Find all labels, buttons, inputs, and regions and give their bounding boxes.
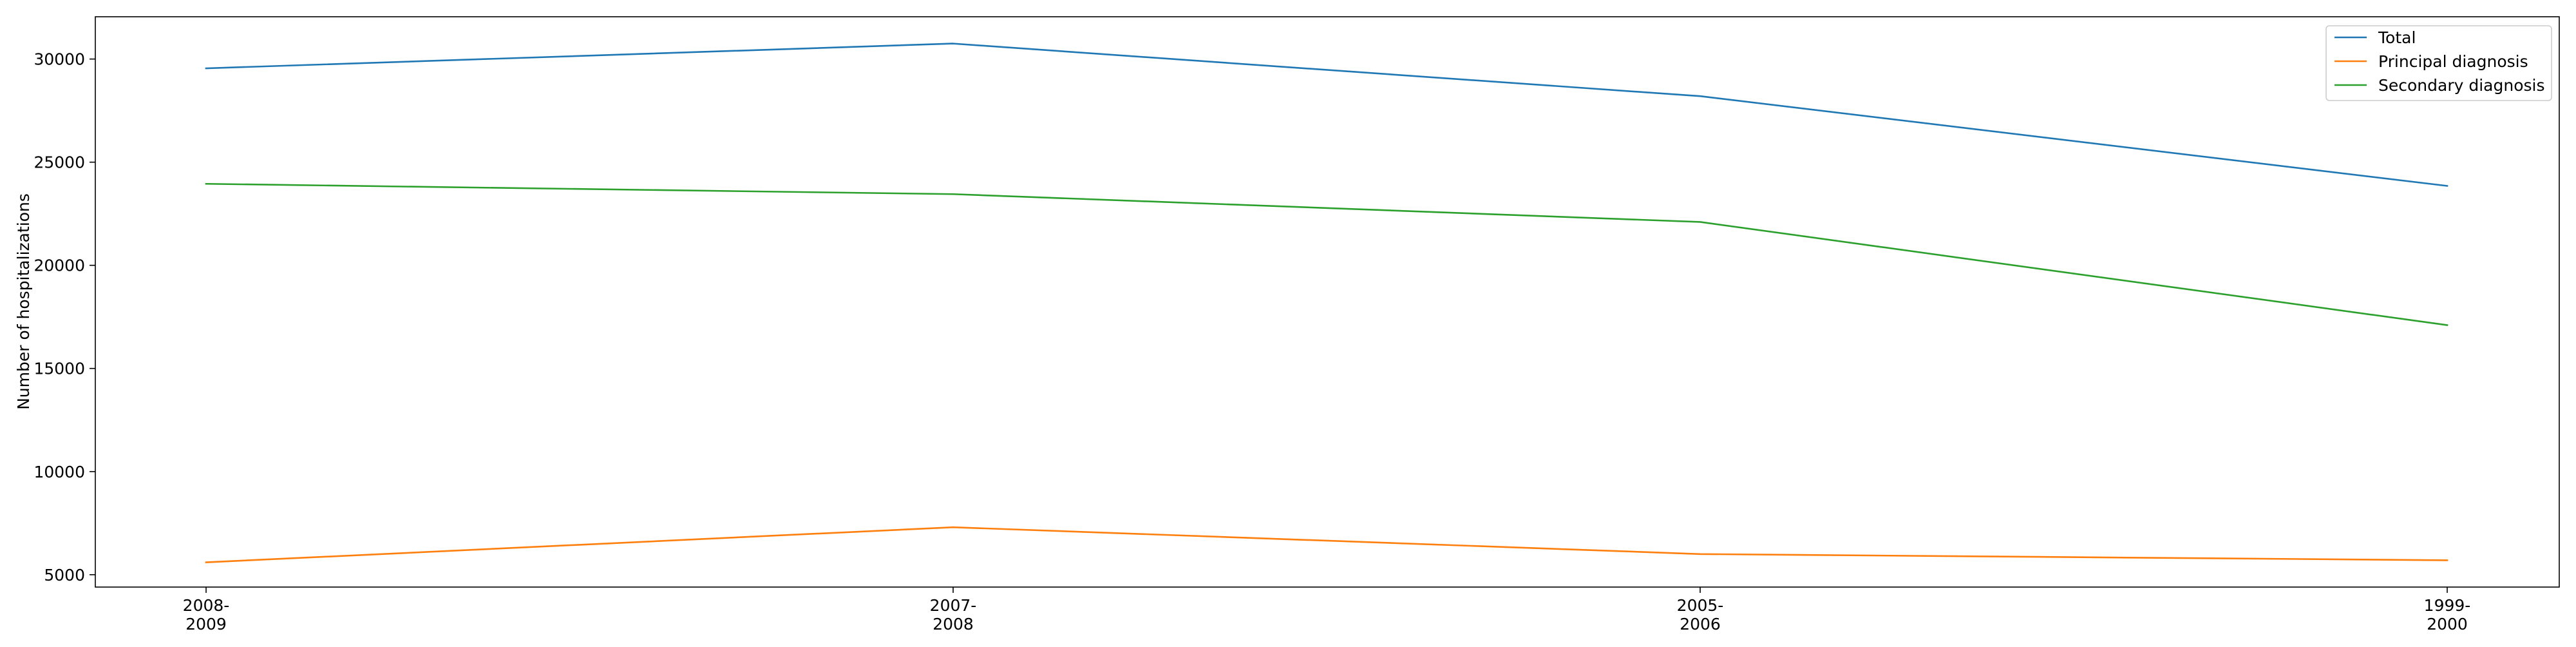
series-line-secondary-diagnosis (205, 182, 2448, 326)
y-axis-ticks: 5000 10000 15000 20000 25000 30000 (33, 50, 95, 584)
y-axis-label: Number of hospitalizations (14, 193, 33, 410)
y-tick-label: 5000 (44, 566, 85, 584)
x-tick-label: 1999-2000 (2424, 596, 2471, 633)
plot-frame (95, 16, 2560, 588)
series-line-principal-diagnosis (205, 526, 2448, 563)
legend: Total Principal diagnosis Secondary diagno… (2325, 25, 2552, 101)
y-tick-label: 30000 (33, 50, 85, 69)
x-tick-label: 2005-2006 (1677, 596, 1724, 633)
legend-box (2325, 25, 2552, 101)
y-tick-label: 20000 (33, 256, 85, 275)
x-tick-label: 2007-2008 (930, 596, 977, 633)
y-tick-label: 15000 (33, 360, 85, 378)
legend-label-total: Total (2378, 28, 2416, 47)
x-tick-label: 2008-2009 (183, 596, 230, 633)
x-axis-ticks: 2008-2009 2007-2008 2005-2006 1999-2000 (183, 587, 2471, 633)
y-tick-label: 10000 (33, 463, 85, 481)
series-lines (205, 43, 2448, 563)
legend-label-principal-diagnosis: Principal diagnosis (2378, 52, 2528, 71)
series-line-total (205, 43, 2448, 187)
legend-label-secondary-diagnosis: Secondary diagnosis (2378, 76, 2544, 95)
y-tick-label: 25000 (33, 153, 85, 172)
